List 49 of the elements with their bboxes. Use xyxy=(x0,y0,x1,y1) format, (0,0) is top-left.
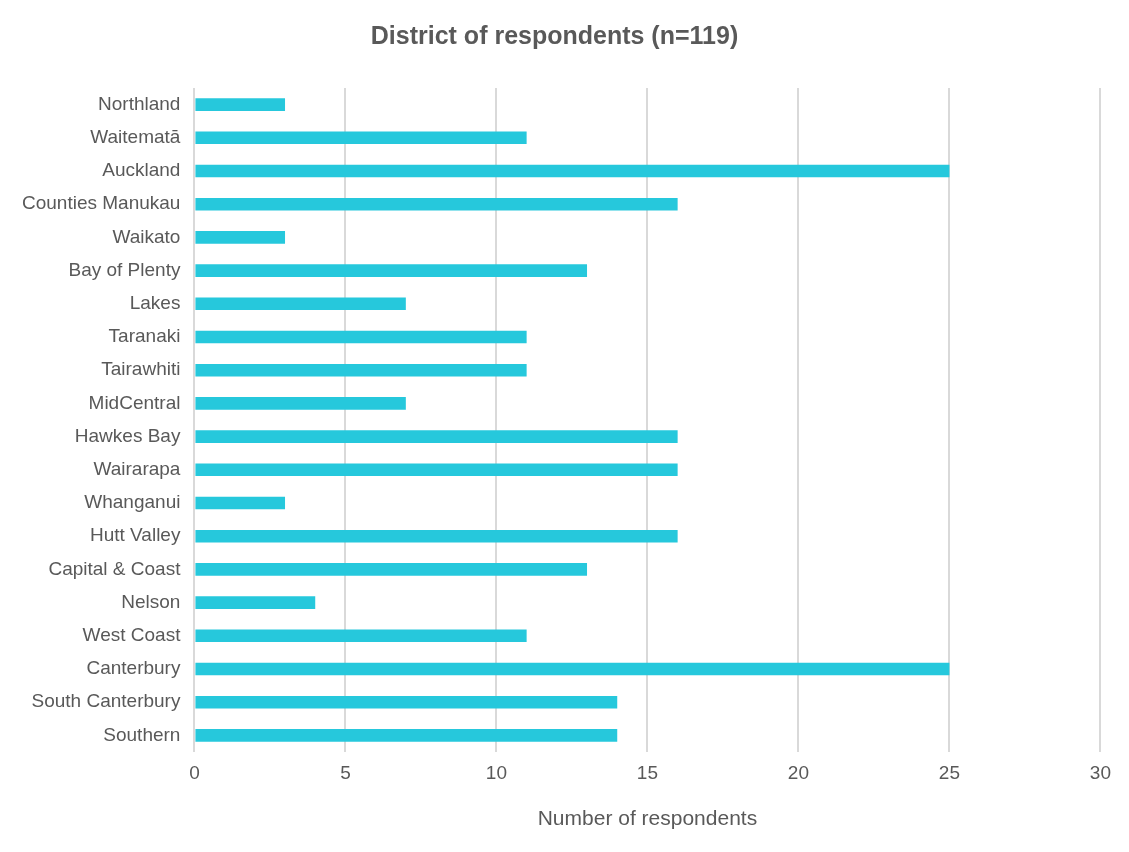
y-tick-label: Hawkes Bay xyxy=(74,424,181,446)
y-tick-label: West Coast xyxy=(82,624,182,646)
bar xyxy=(195,264,588,277)
y-tick-label: Auckland xyxy=(102,159,181,181)
bar xyxy=(195,729,618,742)
y-tick-label: Waitematā xyxy=(90,126,181,148)
x-tick-label: 10 xyxy=(485,761,507,783)
x-tick-label: 25 xyxy=(938,761,960,783)
y-tick-label: Southern xyxy=(103,723,181,745)
y-tick-label: Wairarapa xyxy=(93,458,181,480)
y-tick-label: Counties Manukau xyxy=(21,192,181,214)
bar xyxy=(195,397,406,410)
chart-title: District of respondents (n=119) xyxy=(370,20,739,49)
x-tick-label: 15 xyxy=(636,761,658,783)
y-tick-label: Bay of Plenty xyxy=(68,258,181,280)
bar xyxy=(195,430,678,443)
x-tick-label: 20 xyxy=(787,761,809,783)
y-tick-label: Whanganui xyxy=(84,491,181,513)
bar xyxy=(195,363,527,377)
bar xyxy=(195,529,678,543)
y-tick-label: MidCentral xyxy=(88,391,181,413)
bar xyxy=(195,164,950,178)
bar xyxy=(195,629,527,643)
y-tick-label: Tairawhiti xyxy=(101,358,181,380)
y-tick-label: Lakes xyxy=(129,292,181,314)
bar xyxy=(195,297,406,311)
bar xyxy=(195,131,527,145)
bar xyxy=(195,695,618,709)
y-tick-label: Waikato xyxy=(112,225,181,247)
x-tick-label: 5 xyxy=(340,761,351,783)
y-tick-label: Taranaki xyxy=(108,325,181,347)
bar xyxy=(195,496,286,510)
bar xyxy=(195,563,588,576)
y-tick-label: Northland xyxy=(98,92,181,114)
bar xyxy=(195,197,678,211)
bar xyxy=(195,330,527,344)
bar xyxy=(195,231,286,244)
x-axis-title: Number of respondents xyxy=(537,806,758,830)
y-tick-label: Canterbury xyxy=(86,657,181,679)
x-tick-label: 30 xyxy=(1089,761,1111,783)
bar xyxy=(195,596,316,609)
x-tick-label: 0 xyxy=(189,761,200,783)
y-tick-label: South Canterbury xyxy=(31,690,181,712)
y-tick-label: Hutt Valley xyxy=(89,524,181,546)
bar xyxy=(195,463,678,477)
y-tick-label: Capital & Coast xyxy=(48,557,182,579)
bar xyxy=(195,662,950,676)
bar xyxy=(195,98,286,111)
y-tick-label: Nelson xyxy=(121,590,181,612)
